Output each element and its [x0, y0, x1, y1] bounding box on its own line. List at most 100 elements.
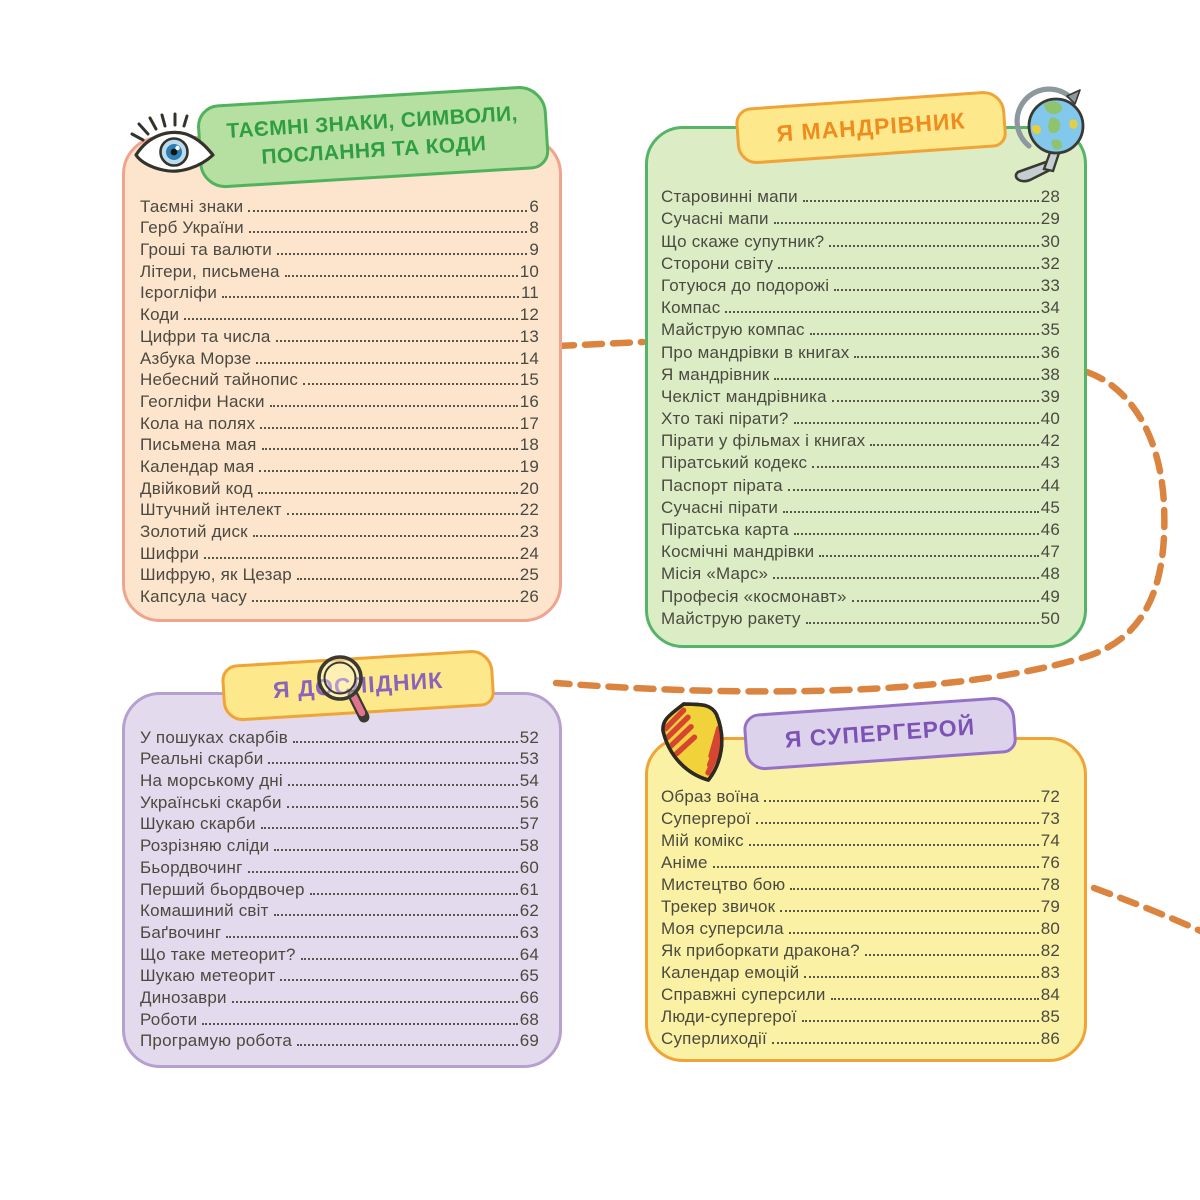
toc-entry-page: 36	[1040, 342, 1060, 362]
toc-entry-title: Капсула часу	[140, 587, 247, 607]
toc-entry: Космічні мандрівки 47	[661, 540, 1060, 562]
toc-entry-title: Шифрую, як Цезар	[140, 565, 292, 585]
dot-leader	[202, 1022, 518, 1025]
toc-entry-title: Шукаю скарби	[140, 814, 256, 834]
dot-leader	[303, 383, 518, 386]
toc-entry-page: 23	[519, 522, 539, 541]
toc-entry-title: Гроші та валюти	[140, 240, 272, 260]
dot-leader	[286, 513, 518, 516]
toc-entry: Герб України 8	[140, 217, 539, 239]
dot-leader	[793, 422, 1039, 425]
toc-entry-page: 58	[519, 836, 539, 856]
toc-entry-page: 15	[519, 370, 539, 390]
toc-entry-page: 61	[519, 879, 539, 899]
toc-entry-page: 56	[519, 792, 539, 812]
dot-leader	[296, 578, 518, 581]
toc-entry: Що скаже супутник? 30	[661, 229, 1060, 251]
toc-entry: У пошуках скарбів 52	[140, 726, 539, 748]
toc-entry-title: Що скаже супутник?	[661, 231, 825, 251]
toc-entry-page: 22	[519, 500, 539, 520]
toc-entry-page: 25	[519, 565, 539, 585]
toc-entry-title: Роботи	[140, 1009, 198, 1029]
toc-entry-title: Золотий диск	[140, 522, 248, 541]
toc-entry-title: Ієрогліфи	[140, 283, 218, 303]
toc-entry-title: На морському дні	[140, 771, 283, 791]
toc-entry-page: 57	[519, 814, 539, 834]
dot-leader	[248, 209, 528, 212]
toc-entry-title: Люди-супергерої	[661, 1007, 797, 1026]
toc-entry: Майструю ракету 50	[661, 607, 1060, 629]
toc-entry: Ієрогліфи 11	[140, 282, 539, 304]
toc-entry-title: Календар емоцій	[661, 963, 800, 982]
toc-entry-page: 14	[519, 348, 539, 368]
dot-leader	[793, 533, 1039, 535]
dot-leader	[260, 426, 518, 429]
section-title: Я СУПЕРГЕРОЙ	[783, 713, 976, 753]
toc-entry: Хто такі пірати? 40	[661, 407, 1060, 429]
toc-entry-title: Образ воїна	[661, 787, 760, 806]
dot-leader	[790, 888, 1039, 890]
toc-entry-title: Суперлиходії	[661, 1029, 767, 1048]
dot-leader	[257, 491, 518, 494]
toc-list-secret-signs: Таємні знаки 6 Герб України 8 Гроші та в…	[140, 195, 539, 607]
toc-entry-page: 85	[1040, 1007, 1060, 1026]
toc-entry-page: 64	[519, 944, 539, 964]
dot-leader	[788, 932, 1039, 934]
toc-entry: Капсула часу 26	[140, 585, 539, 607]
dot-leader	[829, 244, 1039, 247]
toc-entry-title: Майструю компас	[661, 320, 805, 340]
toc-entry-page: 35	[1040, 320, 1060, 340]
toc-entry: Календар емоцій 83	[661, 961, 1060, 983]
toc-entry-page: 26	[519, 587, 539, 607]
toc-entry-title: Місія «Марс»	[661, 564, 769, 584]
toc-entry: Я мандрівник 38	[661, 363, 1060, 385]
toc-entry-page: 50	[1040, 608, 1060, 628]
toc-entry: Розрізняю сліди 58	[140, 834, 539, 856]
toc-entry: Моя суперсила 80	[661, 917, 1060, 939]
toc-entry: Письмена мая 18	[140, 434, 539, 456]
toc-entry-title: Сучасні мапи	[661, 209, 769, 229]
toc-entry: Готуюся до подорожі 33	[661, 274, 1060, 296]
toc-entry-title: Мистецтво бою	[661, 875, 786, 894]
dot-leader	[831, 399, 1039, 402]
dot-leader	[273, 914, 518, 917]
dot-leader	[222, 296, 519, 299]
toc-entry-page: 34	[1040, 298, 1060, 318]
toc-entry: Компас 34	[661, 296, 1060, 318]
connector-left-to-right	[553, 338, 647, 350]
dot-leader	[834, 288, 1039, 291]
dot-leader	[774, 377, 1039, 380]
toc-entry-title: Штучний інтелект	[140, 500, 282, 520]
toc-entry-page: 39	[1040, 386, 1060, 406]
eye-icon	[130, 112, 215, 173]
toc-entry-title: Літери, письмена	[140, 261, 280, 281]
toc-entry-page: 44	[1040, 475, 1060, 495]
dot-leader	[725, 311, 1039, 314]
toc-entry-title: Небесний тайнопис	[140, 370, 299, 390]
toc-entry-page: 53	[519, 749, 539, 769]
magnifier-icon	[317, 655, 370, 723]
toc-entry-page: 72	[1040, 787, 1060, 806]
toc-entry: Аніме 76	[661, 851, 1060, 873]
toc-entry-page: 42	[1040, 431, 1060, 451]
section-title: Я МАНДРІВНИК	[775, 107, 967, 147]
dot-leader	[764, 800, 1039, 802]
toc-entry-title: Як приборкати дракона?	[661, 941, 860, 960]
toc-entry-page: 76	[1040, 853, 1060, 872]
toc-entry: Старовинні мапи 28	[661, 185, 1060, 207]
toc-entry: Небесний тайнопис 15	[140, 369, 539, 391]
toc-entry-title: Бьордвочинг	[140, 857, 243, 877]
toc-entry-page: 40	[1040, 409, 1060, 429]
toc-entry-page: 9	[529, 240, 539, 260]
toc-entry-page: 32	[1040, 253, 1060, 273]
toc-entry-title: Календар мая	[140, 456, 255, 476]
toc-entry-title: Старовинні мапи	[661, 187, 798, 207]
dot-leader	[286, 805, 518, 808]
dot-leader	[261, 448, 518, 451]
section-traveler: Старовинні мапи 28 Сучасні мапи 29 Що ск…	[645, 126, 1087, 648]
toc-entry-page: 18	[519, 435, 539, 455]
dot-leader	[275, 339, 518, 342]
toc-entry-page: 83	[1040, 963, 1060, 982]
dot-leader	[771, 1042, 1039, 1044]
